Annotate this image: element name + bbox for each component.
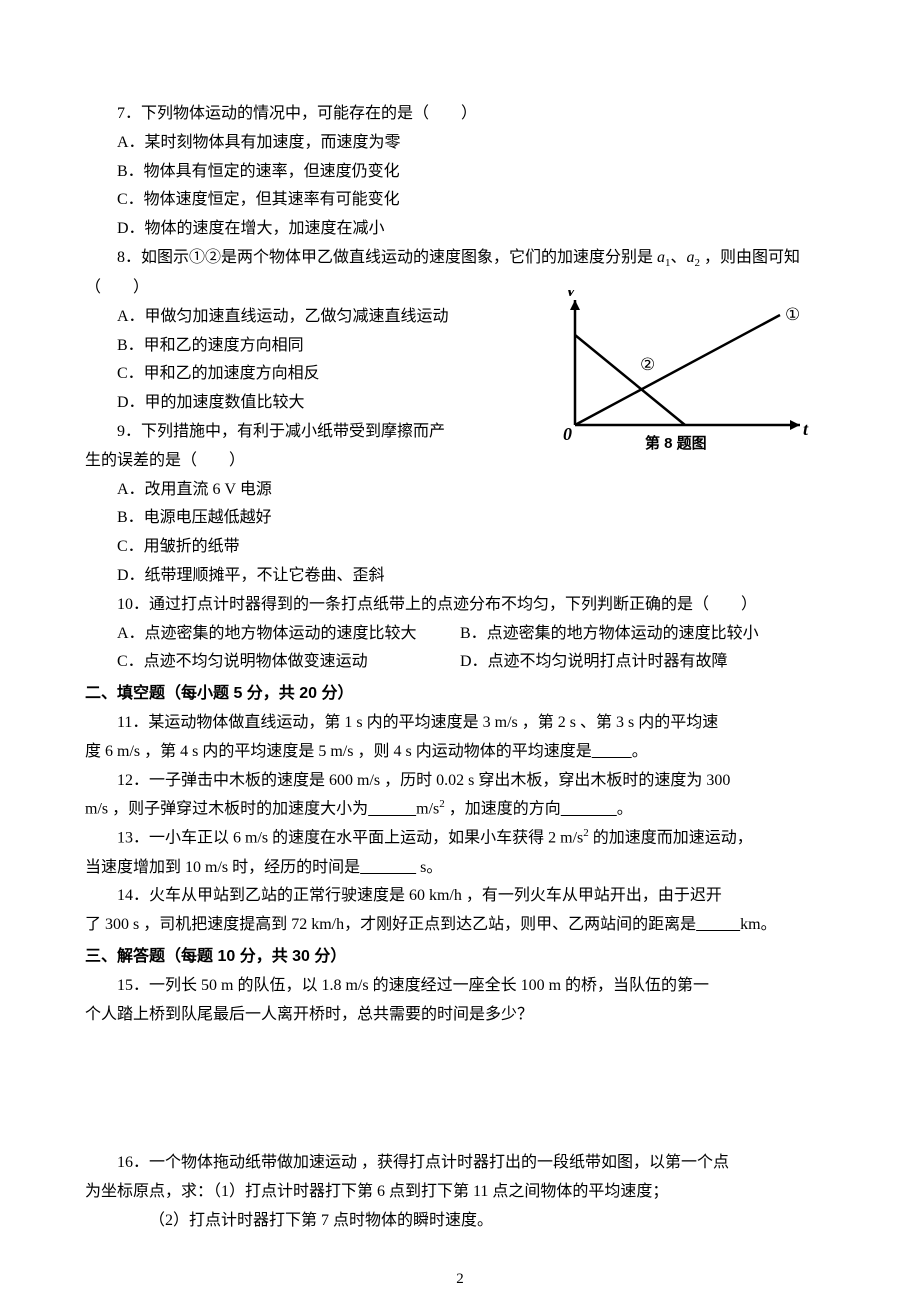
q10-option-c: C．点迹不均匀说明物体做变速运动 bbox=[85, 648, 460, 677]
q11-line2: 度 6 m/s ，第 4 s 内的平均速度是 5 m/s ，则 4 s 内运动物… bbox=[85, 738, 835, 767]
line2-label: ② bbox=[640, 355, 655, 374]
q13-line1-a: 13．一小车正以 6 m/s 的速度在水平面上运动，如果小车获得 2 m/s bbox=[117, 830, 583, 847]
q14-line2: 了 300 s ，司机把速度提高到 72 km/h，才刚好正点到达乙站，则甲、乙… bbox=[85, 911, 835, 940]
q7-option-b: B．物体具有恒定的速率，但速度仍变化 bbox=[85, 158, 835, 187]
q13-line1: 13．一小车正以 6 m/s 的速度在水平面上运动，如果小车获得 2 m/s2 … bbox=[85, 824, 835, 853]
q11-blank bbox=[592, 743, 632, 760]
q8-sep: 、 bbox=[671, 249, 687, 266]
q9-option-c: C．用皱折的纸带 bbox=[85, 533, 835, 562]
q8-figure: v t 0 ① ② 第 8 题图 bbox=[545, 290, 825, 460]
q15-line2: 个人踏上桥到队尾最后一人离开桥时，总共需要的时间是多少？ bbox=[85, 1001, 835, 1030]
q10-option-b: B．点迹密集的地方物体运动的速度比较小 bbox=[460, 620, 835, 649]
q10-option-d: D．点迹不均匀说明打点计时器有故障 bbox=[460, 648, 835, 677]
q9-option-b: B．电源电压越低越好 bbox=[85, 504, 835, 533]
q13-line1-b: 的加速度而加速运动， bbox=[589, 830, 753, 847]
page-number: 2 bbox=[85, 1266, 835, 1293]
q9-option-a: A．改用直流 6 V 电源 bbox=[85, 476, 835, 505]
line1-label: ① bbox=[785, 305, 800, 324]
q12-line2-a: m/s ，则子弹穿过木板时的加速度大小为 bbox=[85, 801, 368, 818]
q13-line2-a: 当速度增加到 10 m/s 时，经历的时间是 bbox=[85, 859, 360, 876]
q15-line1: 15．一列长 50 m 的队伍，以 1.8 m/s 的速度经过一座全长 100 … bbox=[85, 972, 835, 1001]
q12-line2-c: ，加速度的方向 bbox=[445, 801, 561, 818]
q7-option-d: D．物体的速度在增大，加速度在减小 bbox=[85, 215, 835, 244]
q8-stem-text-1: 8．如图示①②是两个物体甲乙做直线运动的速度图象，它们的加速度分别是 bbox=[117, 249, 657, 266]
q12-line2: m/s ，则子弹穿过木板时的加速度大小为 m/s2 ，加速度的方向 。 bbox=[85, 795, 835, 824]
q10-option-a: A．点迹密集的地方物体运动的速度比较大 bbox=[85, 620, 460, 649]
q14-line2-b: km。 bbox=[740, 916, 776, 933]
q13-line2: 当速度增加到 10 m/s 时，经历的时间是 s。 bbox=[85, 854, 835, 883]
q14-line2-a: 了 300 s ，司机把速度提高到 72 km/h，才刚好正点到达乙站，则甲、乙… bbox=[85, 916, 696, 933]
x-axis-label: t bbox=[803, 419, 809, 439]
origin-label: 0 bbox=[563, 424, 572, 444]
q7-option-c: C．物体速度恒定，但其速率有可能变化 bbox=[85, 186, 835, 215]
q16-line2: 为坐标原点，求：（1）打点计时器打下第 6 点到打下第 11 点之间物体的平均速… bbox=[85, 1178, 835, 1207]
q9-option-d: D．纸带理顺摊平，不让它卷曲、歪斜 bbox=[85, 562, 835, 591]
answer-space bbox=[85, 1029, 835, 1149]
q12-line1: 12．一子弹击中木板的速度是 600 m/s ，历时 0.02 s 穿出木板，穿… bbox=[85, 767, 835, 796]
q12-blank1 bbox=[368, 801, 416, 818]
figure-caption: 第 8 题图 bbox=[645, 434, 707, 452]
q8-var-a2: a bbox=[687, 249, 695, 266]
q14-line1: 14．火车从甲站到乙站的正常行驶速度是 60 km/h ，有一列火车从甲站开出，… bbox=[85, 882, 835, 911]
q11-line1: 11．某运动物体做直线运动，第 1 s 内的平均速度是 3 m/s ，第 2 s… bbox=[85, 709, 835, 738]
section2-header: 二、填空题（每小题 5 分，共 20 分） bbox=[85, 680, 835, 709]
q10-stem: 10．通过打点计时器得到的一条打点纸带上的点迹分布不均匀，下列判断正确的是（ ） bbox=[85, 591, 835, 620]
q12-line2-d: 。 bbox=[617, 801, 633, 818]
q11-line2-a: 度 6 m/s ，第 4 s 内的平均速度是 5 m/s ，则 4 s 内运动物… bbox=[85, 743, 592, 760]
section3-header: 三、解答题（每题 10 分，共 30 分） bbox=[85, 943, 835, 972]
q7-stem: 7．下列物体运动的情况中，可能存在的是（ ） bbox=[85, 100, 835, 129]
q12-line2-b: m/s bbox=[416, 801, 439, 818]
q13-blank bbox=[360, 859, 416, 876]
q7-option-a: A．某时刻物体具有加速度，而速度为零 bbox=[85, 129, 835, 158]
q8-var-a1: a bbox=[657, 249, 665, 266]
q16-line1: 16．一个物体拖动纸带做加速运动 ，获得打点计时器打出的一段纸带如图，以第一个点 bbox=[85, 1149, 835, 1178]
y-axis-label: v bbox=[567, 290, 576, 300]
q13-line2-b: s。 bbox=[416, 859, 442, 876]
q14-blank bbox=[696, 916, 740, 933]
q12-blank2 bbox=[561, 801, 617, 818]
q11-line2-b: 。 bbox=[632, 743, 648, 760]
q16-line3: （2）打点计时器打下第 7 点时物体的瞬时速度。 bbox=[85, 1207, 835, 1236]
